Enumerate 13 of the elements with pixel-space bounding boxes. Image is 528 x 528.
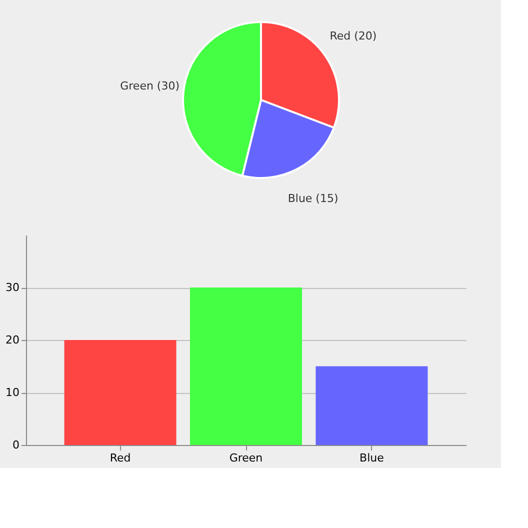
- x-tick-label: Blue: [360, 452, 384, 464]
- bar: [64, 340, 176, 445]
- x-tick-label: Green: [229, 452, 263, 464]
- y-tick-label: 20: [6, 334, 20, 346]
- slice-label: Blue (15): [288, 192, 338, 206]
- bar: [316, 366, 428, 445]
- slice-label: Red (20): [330, 29, 377, 42]
- x-tick-label: Red: [110, 452, 131, 464]
- y-tick-label: 0: [12, 438, 20, 452]
- slice-label: Green (30): [120, 80, 180, 92]
- y-tick-label: 30: [6, 281, 20, 294]
- bar: [190, 288, 302, 445]
- y-tick-label: 10: [6, 386, 20, 399]
